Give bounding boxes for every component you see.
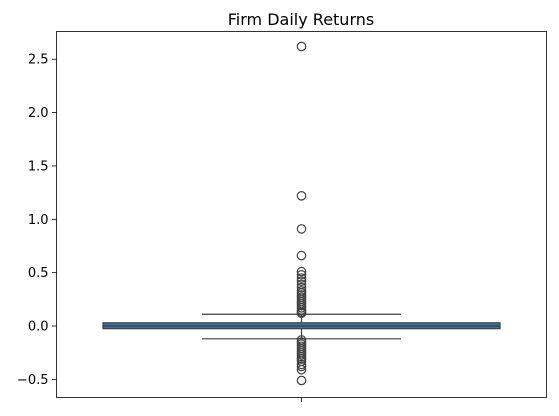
outlier-point (296, 250, 307, 261)
y-tick-label: 1.5 (28, 159, 49, 174)
y-tick-label: −0.5 (17, 373, 49, 388)
outlier-point (296, 41, 307, 52)
outlier-point (296, 191, 307, 201)
y-axis: −0.5 0.0 0.5 1.0 1.5 2.0 2.5 (17, 53, 57, 388)
outlier-point (296, 361, 307, 372)
outlier-point (296, 375, 307, 386)
outlier-point (296, 269, 307, 280)
outlier-points (296, 41, 307, 386)
outlier-point (296, 276, 307, 286)
y-tick-label: 2.0 (28, 106, 49, 121)
outlier-point (296, 266, 307, 277)
y-tick-label: 0.0 (28, 320, 49, 335)
outlier-point (296, 282, 307, 293)
chart-title: Firm Daily Returns (228, 10, 374, 29)
outlier-point (296, 273, 307, 283)
y-tick-label: 1.0 (28, 213, 49, 228)
y-tick-label: 0.5 (28, 266, 49, 281)
y-tick-label: 2.5 (28, 53, 49, 68)
outlier-point (296, 224, 307, 234)
outlier-point (296, 364, 307, 375)
outlier-point (296, 308, 307, 319)
